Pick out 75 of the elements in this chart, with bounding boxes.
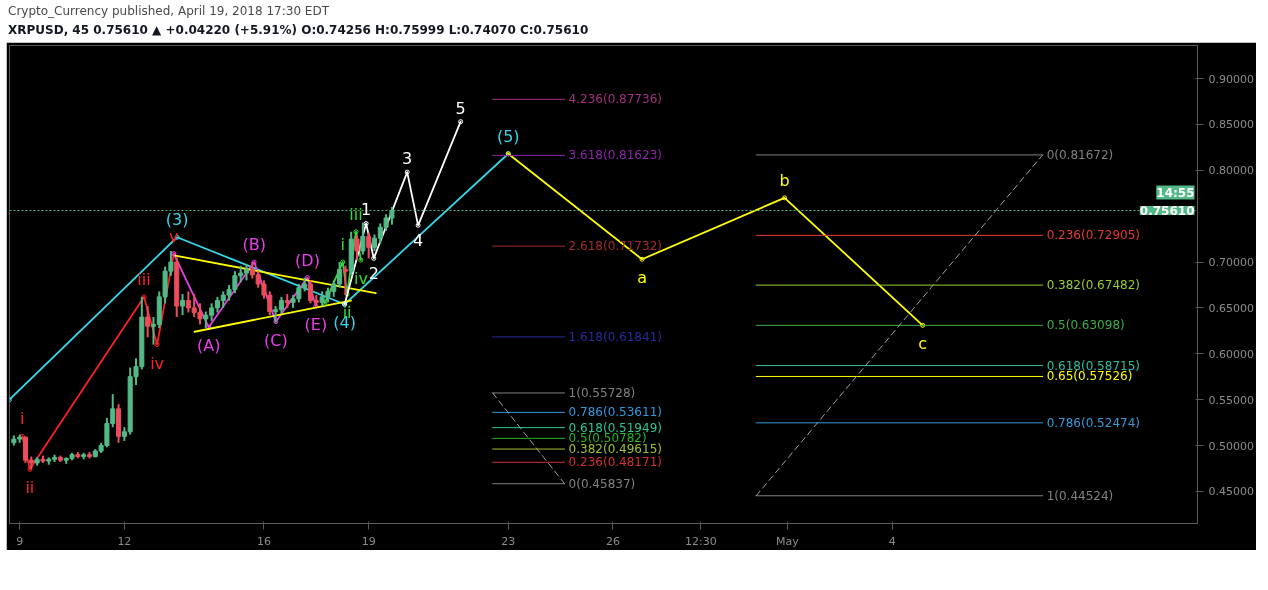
x-tick-label: 19: [361, 534, 376, 548]
point: [639, 256, 645, 262]
annotation: iii: [137, 269, 151, 289]
point: [782, 195, 788, 201]
y-tick-label: 0.60000: [1208, 347, 1254, 361]
series-label: 0.236(0.48171): [568, 455, 662, 470]
series-label: 0.5(0.63098): [1046, 318, 1125, 333]
chart-title: Crypto_Currency published, April 19, 2018 17:30 EDT: [8, 3, 329, 20]
x-tick-label: 9: [16, 534, 24, 548]
x-tick-label: 16: [256, 534, 271, 548]
annotation: (C): [264, 330, 288, 350]
annotation: 4: [413, 231, 424, 251]
series-label: 0.65(0.57526): [1046, 369, 1133, 384]
annotation: i: [20, 409, 25, 429]
point: [273, 319, 279, 325]
annotation: 14:55: [1156, 185, 1195, 200]
series-label: 1(0.55728): [568, 385, 636, 400]
annotation: (5): [496, 126, 520, 146]
series-label: 4.236(0.87736): [568, 92, 662, 107]
series-label: 1(0.44524): [1046, 488, 1114, 503]
series-label: 0.786(0.53611): [568, 405, 662, 420]
x-tick-label: 4: [888, 534, 896, 548]
point: [353, 229, 359, 235]
x-tick-label: 23: [501, 534, 516, 548]
annotation: ii: [25, 478, 35, 498]
annotation: (3): [165, 210, 189, 230]
chart-subtitle: XRPUSD, 45 0.75610 ▲ +0.04220 (+5.91%) O:0.74256 H:0.75999 L:0.74070 C:0.75610: [8, 22, 589, 39]
annotation: c: [918, 334, 928, 354]
point: [141, 294, 147, 300]
y-tick-label: 0.85000: [1208, 118, 1254, 132]
annotation: b: [779, 170, 790, 190]
series-label: 1.618(0.61841): [568, 329, 662, 344]
point: [154, 342, 160, 348]
point: [251, 259, 257, 265]
point: [27, 466, 33, 472]
y-tick-label: 0.55000: [1208, 393, 1254, 407]
x-tick-label: May: [776, 534, 800, 548]
annotation: i: [340, 235, 345, 255]
candlestick: [145, 305, 151, 339]
series-label: 0.786(0.52474): [1046, 415, 1140, 430]
annotation: (E): [304, 315, 328, 335]
y-tick-label: 0.50000: [1208, 439, 1254, 453]
annotation: iv: [353, 269, 368, 289]
series-label: 0.236(0.72905): [1046, 228, 1140, 243]
point: [415, 222, 421, 228]
point: [304, 275, 310, 281]
y-tick-label: 0.90000: [1208, 72, 1254, 86]
point: [371, 255, 377, 261]
point: [340, 259, 346, 265]
annotation: 1: [361, 200, 372, 220]
series-label: 3.618(0.81623): [568, 148, 662, 163]
annotation: 3: [402, 149, 413, 169]
x-tick-label: 12: [117, 534, 132, 548]
series-label: 0(0.45837): [568, 476, 636, 491]
annotation: (B): [242, 235, 266, 255]
annotation: (A): [197, 336, 221, 356]
y-tick-label: 0.70000: [1208, 256, 1254, 270]
point: [404, 169, 410, 175]
x-tick-label: 26: [605, 534, 620, 548]
annotation: iii: [349, 204, 363, 224]
candlestick: [180, 293, 186, 317]
annotation: 5: [455, 98, 466, 118]
x-tick-label: 12:30: [685, 534, 717, 548]
candlestick: [366, 231, 372, 260]
y-tick-label: 0.80000: [1208, 164, 1254, 178]
annotation: a: [637, 268, 647, 288]
series-label: 0.382(0.67482): [1046, 278, 1140, 293]
y-tick-label: 0.45000: [1208, 485, 1254, 499]
candlestick: [360, 221, 366, 256]
annotation: iv: [150, 353, 165, 373]
ref-line-label: 0.75610: [1139, 204, 1195, 219]
y-tick-label: 0.65000: [1208, 301, 1254, 315]
point: [363, 220, 369, 226]
series-label: 0(0.81672): [1046, 147, 1114, 162]
annotation: (D): [295, 250, 320, 270]
